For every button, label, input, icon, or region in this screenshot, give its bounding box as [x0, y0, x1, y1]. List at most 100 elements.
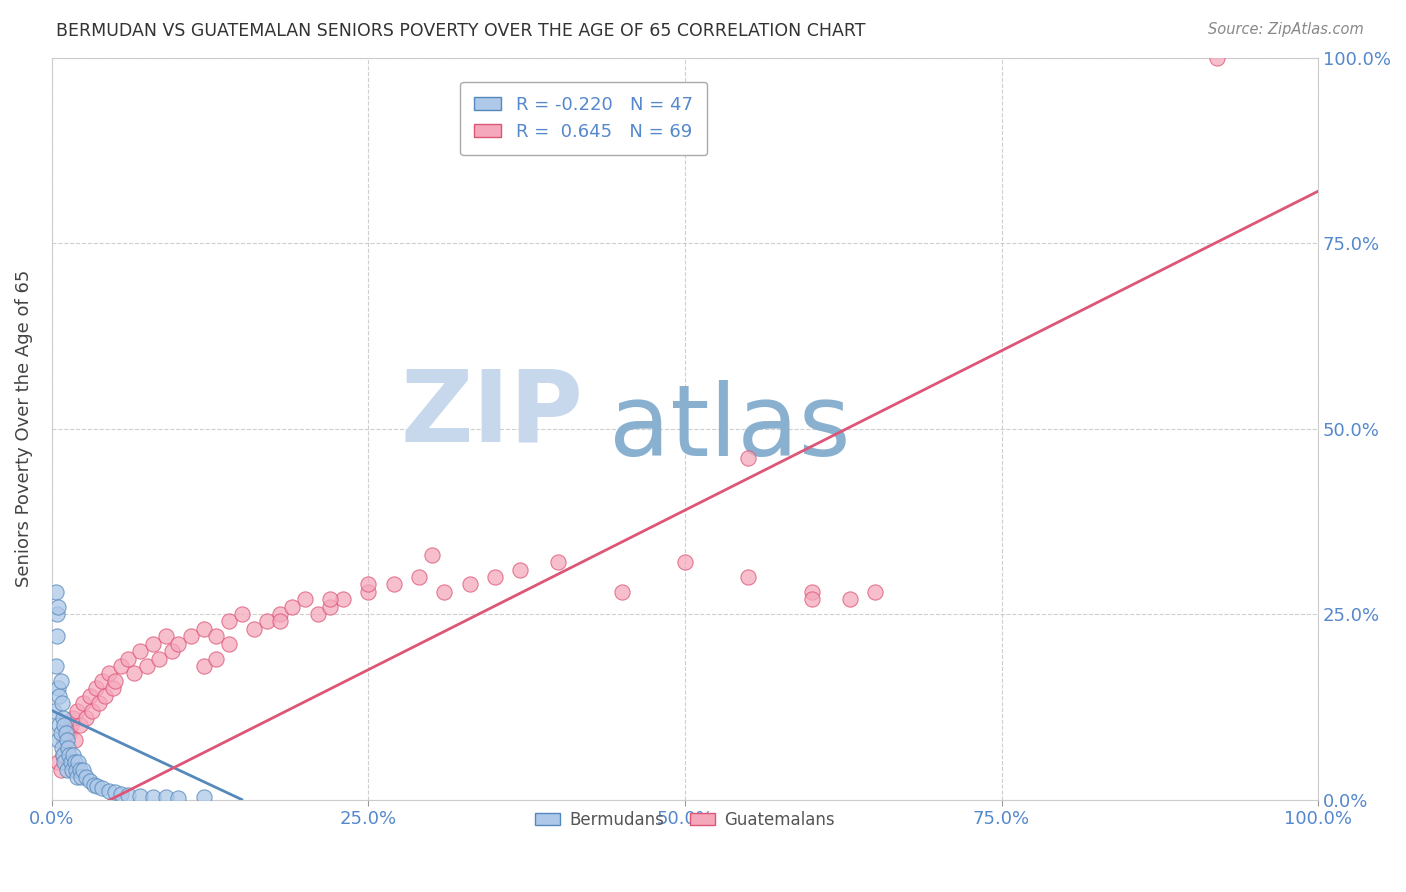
Point: [148, 651, 170, 665]
Point: [101, 681, 124, 696]
Point: [408, 570, 430, 584]
Point: [46, 733, 69, 747]
Point: [49, 763, 72, 777]
Point: [129, 644, 152, 658]
Point: [110, 787, 132, 801]
Point: [269, 615, 291, 629]
Point: [91, 673, 114, 688]
Point: [97, 666, 120, 681]
Point: [256, 615, 278, 629]
Point: [49, 725, 72, 739]
Point: [357, 584, 380, 599]
Point: [75, 770, 97, 784]
Point: [46, 681, 69, 696]
Point: [79, 774, 101, 789]
Point: [167, 637, 190, 651]
Legend: Bermudans, Guatemalans: Bermudans, Guatemalans: [529, 805, 842, 836]
Point: [737, 570, 759, 584]
Point: [135, 659, 157, 673]
Point: [458, 577, 481, 591]
Point: [1205, 51, 1227, 65]
Point: [55, 725, 77, 739]
Point: [509, 563, 531, 577]
Point: [46, 599, 69, 614]
Point: [97, 783, 120, 797]
Point: [800, 592, 823, 607]
Point: [66, 704, 89, 718]
Point: [180, 629, 202, 643]
Point: [44, 704, 66, 718]
Point: [231, 607, 253, 621]
Point: [66, 770, 89, 784]
Point: [319, 599, 342, 614]
Point: [59, 756, 82, 770]
Point: [84, 681, 107, 696]
Point: [62, 747, 84, 762]
Point: [53, 733, 76, 747]
Point: [56, 740, 79, 755]
Point: [117, 651, 139, 665]
Point: [53, 756, 76, 770]
Point: [62, 711, 84, 725]
Point: [122, 666, 145, 681]
Point: [65, 763, 87, 777]
Point: [72, 696, 94, 710]
Point: [104, 785, 127, 799]
Point: [218, 615, 240, 629]
Point: [52, 747, 75, 762]
Point: [800, 584, 823, 599]
Point: [838, 592, 860, 607]
Point: [56, 733, 79, 747]
Point: [46, 756, 69, 770]
Point: [243, 622, 266, 636]
Point: [737, 451, 759, 466]
Point: [193, 790, 215, 805]
Point: [69, 763, 91, 777]
Text: ZIP: ZIP: [401, 365, 583, 462]
Point: [420, 548, 443, 562]
Point: [63, 756, 86, 770]
Point: [86, 779, 108, 793]
Point: [155, 790, 177, 805]
Point: [63, 733, 86, 747]
Point: [155, 629, 177, 643]
Point: [51, 740, 73, 755]
Point: [45, 629, 67, 643]
Point: [83, 778, 105, 792]
Point: [52, 747, 75, 762]
Point: [218, 637, 240, 651]
Point: [56, 763, 79, 777]
Point: [58, 725, 80, 739]
Point: [82, 704, 104, 718]
Point: [104, 673, 127, 688]
Point: [72, 763, 94, 777]
Point: [160, 644, 183, 658]
Point: [45, 607, 67, 621]
Point: [91, 781, 114, 796]
Point: [167, 791, 190, 805]
Point: [58, 740, 80, 755]
Point: [319, 592, 342, 607]
Point: [294, 592, 316, 607]
Point: [45, 659, 67, 673]
Point: [70, 770, 93, 784]
Text: atlas: atlas: [609, 380, 851, 477]
Point: [51, 696, 73, 710]
Point: [45, 584, 67, 599]
Point: [48, 718, 70, 732]
Point: [205, 629, 228, 643]
Point: [60, 763, 83, 777]
Point: [52, 711, 75, 725]
Point: [484, 570, 506, 584]
Text: Source: ZipAtlas.com: Source: ZipAtlas.com: [1208, 22, 1364, 37]
Point: [863, 584, 886, 599]
Point: [673, 555, 696, 569]
Point: [67, 756, 90, 770]
Text: BERMUDAN VS GUATEMALAN SENIORS POVERTY OVER THE AGE OF 65 CORRELATION CHART: BERMUDAN VS GUATEMALAN SENIORS POVERTY O…: [56, 22, 866, 40]
Point: [433, 584, 456, 599]
Point: [332, 592, 354, 607]
Point: [193, 622, 215, 636]
Point: [307, 607, 329, 621]
Point: [205, 651, 228, 665]
Y-axis label: Seniors Poverty Over the Age of 65: Seniors Poverty Over the Age of 65: [15, 270, 32, 587]
